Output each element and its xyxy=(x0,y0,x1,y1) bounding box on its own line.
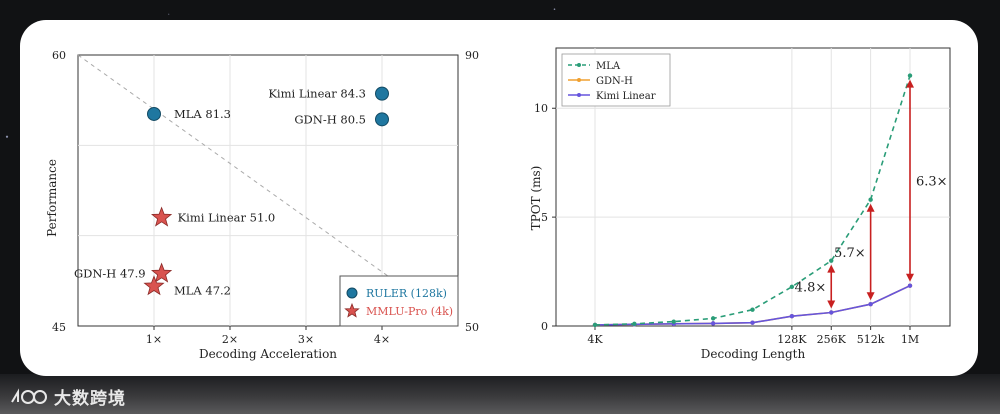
ruler-point xyxy=(375,86,389,101)
series-point xyxy=(671,319,676,324)
series-point xyxy=(750,320,755,325)
ruler-point-label: Kimi Linear 84.3 xyxy=(268,87,366,101)
left-x-tick-label: 2× xyxy=(222,333,238,346)
series-line-mla xyxy=(594,75,911,326)
right-x-tick-label: 4K xyxy=(587,333,603,346)
ruler-point-label: MLA 81.3 xyxy=(174,107,231,121)
legend-mla-dot xyxy=(577,63,581,67)
star-dot xyxy=(168,13,170,15)
right-y-tick-label: 0 xyxy=(541,320,548,333)
right-y-tick-label: 10 xyxy=(534,102,548,115)
right-y-axis-label: TPOT (ms) xyxy=(529,166,543,231)
right-x-tick-label: 128K xyxy=(777,333,807,346)
speedup-annotation: 6.3× xyxy=(916,175,948,190)
figure-canvas: 1× 2× 3× 4× 60 45 90 50 Decoding Accelerati… xyxy=(45,47,951,361)
speedup-arrowhead-down xyxy=(827,300,836,309)
star-dot xyxy=(553,8,556,10)
series-point xyxy=(750,307,755,312)
ruler-point xyxy=(375,112,389,127)
right-y-tick-top: 90 xyxy=(465,49,479,62)
diagonal-reference-line xyxy=(77,54,459,327)
speedup-arrowhead-up xyxy=(906,79,914,88)
left-x-tick-label: 1× xyxy=(146,333,162,346)
brand-logo-icon xyxy=(11,387,47,404)
left-y-axis-label: Performance xyxy=(45,159,59,237)
legend-mmlu-label: MMLU-Pro (4k) xyxy=(366,305,453,318)
legend-kimi-dot xyxy=(577,93,581,97)
right-x-tick-label: 1M xyxy=(901,333,919,346)
speedup-arrowhead-down xyxy=(906,273,914,282)
series-line-kimi-linear xyxy=(594,284,911,326)
speedup-arrowhead-down xyxy=(866,292,875,301)
performance-vs-acceleration-chart: 1× 2× 3× 4× 60 45 90 50 Decoding Accelerati… xyxy=(45,49,479,361)
brand-name: 大数跨境 xyxy=(54,389,126,409)
series-point xyxy=(632,321,637,327)
legend-kimi-label: Kimi Linear xyxy=(596,91,656,102)
right-plot-frame xyxy=(555,47,951,327)
series-point xyxy=(868,197,873,202)
right-legend: MLA GDN-H Kimi Linear xyxy=(561,53,671,107)
right-x-tick-label: 256K xyxy=(817,333,847,346)
left-y-tick-top: 60 xyxy=(52,49,66,62)
mmlu-point-label: GDN-H 47.9 xyxy=(74,267,146,281)
left-x-tick-label: 3× xyxy=(298,333,314,346)
figure-card: 1× 2× 3× 4× 60 45 90 50 Decoding Accelerati… xyxy=(20,20,978,376)
series-point xyxy=(710,316,716,321)
speedup-arrowhead-up xyxy=(866,203,875,212)
series-point xyxy=(789,284,795,290)
series-point xyxy=(710,321,716,326)
moon-surface-background xyxy=(0,374,1000,414)
legend-gdnh-label: GDN-H xyxy=(596,76,633,87)
speedup-arrowhead-up xyxy=(827,264,836,273)
ruler-point xyxy=(147,106,161,121)
mmlu-star-point xyxy=(143,275,165,296)
left-plot-frame xyxy=(77,54,459,327)
mmlu-star-point xyxy=(151,206,173,227)
mmlu-star-point xyxy=(151,262,173,283)
left-x-axis-label: Decoding Acceleration xyxy=(199,347,337,361)
left-legend-box xyxy=(339,275,459,327)
series-point xyxy=(907,283,913,288)
series-point xyxy=(789,314,795,319)
speedup-annotation: 4.8× xyxy=(795,281,827,296)
right-y-tick-bottom: 50 xyxy=(465,321,479,334)
series-point xyxy=(907,73,913,78)
ruler-point-label: GDN-H 80.5 xyxy=(294,112,366,126)
series-point xyxy=(868,302,873,307)
legend-gdnh-dot xyxy=(577,78,581,82)
legend-ruler-label: RULER (128k) xyxy=(366,287,447,300)
legend-circle-marker xyxy=(346,287,358,299)
series-point xyxy=(829,310,834,315)
right-y-tick-label: 5 xyxy=(541,211,548,224)
mmlu-point-label: MLA 47.2 xyxy=(174,283,231,297)
star-dot xyxy=(5,135,9,138)
series-point xyxy=(829,258,834,263)
right-x-tick-label: 512k xyxy=(857,333,885,346)
legend-star-marker xyxy=(344,302,360,318)
mmlu-point-label: Kimi Linear 51.0 xyxy=(178,211,276,225)
right-x-axis-label: Decoding Length xyxy=(701,347,806,361)
left-x-tick-label: 4× xyxy=(374,333,390,346)
series-point xyxy=(592,322,598,328)
left-y-tick-bottom: 45 xyxy=(52,321,66,334)
watermark: 大数跨境 xyxy=(10,384,126,409)
tpot-vs-length-chart: 0 5 10 4K 128K 256K 512k 1M Decoding Length TP… xyxy=(529,47,951,361)
left-legend: RULER (128k) MMLU-Pro (4k) xyxy=(339,275,459,327)
legend-mla-label: MLA xyxy=(596,61,621,72)
speedup-annotation: 5.7× xyxy=(834,246,866,261)
